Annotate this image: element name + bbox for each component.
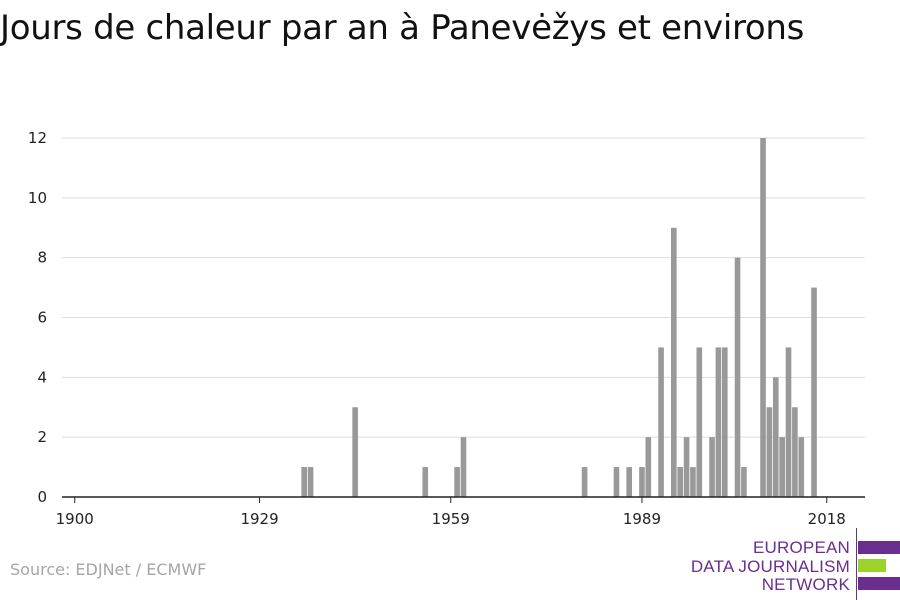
x-tick-label: 1929: [240, 510, 278, 528]
x-tick-label: 1959: [432, 510, 470, 528]
logo-line-3: NETWORK: [761, 575, 850, 594]
bar: [658, 347, 664, 497]
source-note: Source: EDJNet / ECMWF: [10, 560, 207, 579]
bar: [613, 467, 620, 497]
y-tick-labels: 0 2 4 6 8 10 12: [28, 129, 47, 506]
x-axis: [62, 496, 865, 503]
bar: [677, 467, 683, 497]
bars: [301, 138, 817, 497]
bar: [307, 467, 314, 497]
bar: [683, 437, 690, 497]
bar: [671, 227, 677, 497]
bar: [301, 467, 307, 497]
y-tick-label: 6: [37, 309, 47, 327]
y-tick-label: 2: [37, 428, 47, 446]
logo-line-2: DATA JOURNALISM: [690, 557, 850, 576]
x-tick-label: 1900: [56, 510, 94, 528]
bar: [422, 467, 429, 497]
logo-bar-purple-bottom: [858, 577, 900, 590]
bar: [709, 437, 715, 497]
bar: [690, 467, 696, 497]
y-tick-label: 12: [28, 129, 47, 147]
bar: [766, 407, 773, 497]
bar: [639, 467, 645, 497]
logo-bar-green: [858, 559, 886, 572]
bar: [581, 467, 588, 497]
bar: [645, 437, 652, 497]
chart-title: Jours de chaleur par an à Panevėžys et e…: [0, 8, 805, 48]
bar: [715, 347, 722, 497]
bar: [785, 347, 792, 497]
bar: [741, 467, 747, 497]
logo-line-1: EUROPEAN: [752, 538, 850, 557]
edjnet-logo[interactable]: EUROPEAN DATA JOURNALISM NETWORK: [691, 528, 900, 600]
bar: [626, 467, 633, 497]
y-tick-label: 8: [37, 249, 47, 267]
y-tick-label: 10: [28, 189, 47, 207]
y-tick-label: 4: [37, 368, 47, 386]
bar: [460, 437, 467, 497]
bar: [779, 437, 785, 497]
bar: [454, 467, 460, 497]
y-tick-label: 0: [37, 488, 47, 506]
x-tick-label: 1989: [623, 510, 661, 528]
x-tick-label: 2018: [808, 510, 846, 528]
grid-lines: [62, 137, 865, 438]
bar: [798, 437, 805, 497]
bar: [734, 257, 741, 497]
bar: [352, 407, 358, 497]
bar: [772, 377, 779, 497]
bar: [721, 347, 728, 497]
logo-bar-purple-top: [858, 541, 900, 554]
x-tick-labels: 1900 1929 1959 1989 2018: [56, 510, 846, 528]
bar: [760, 138, 766, 497]
logo-divider: [856, 528, 857, 600]
bar: [792, 407, 798, 497]
bar: [811, 287, 817, 497]
bar: [696, 347, 703, 497]
